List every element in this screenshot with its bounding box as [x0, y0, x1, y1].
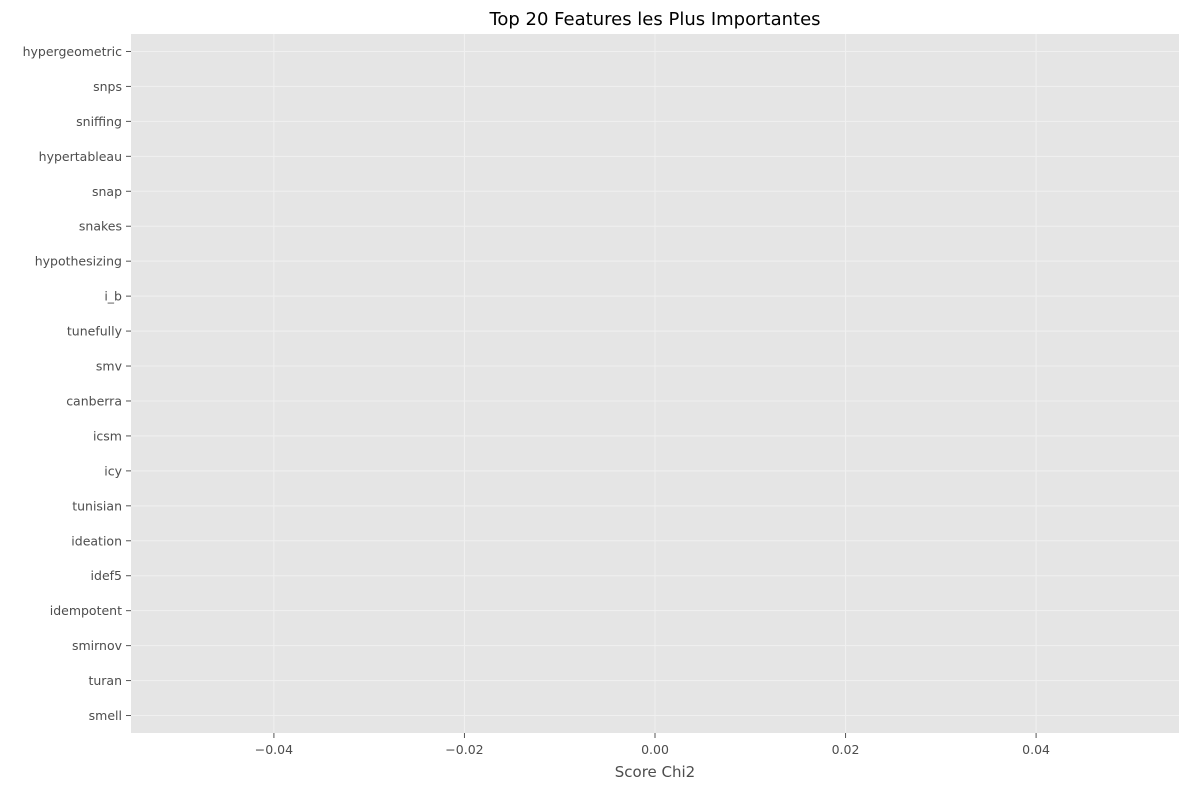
y-tick-label: icy — [104, 463, 122, 478]
y-tick-label: hypertableau — [39, 149, 122, 164]
x-tick-label: 0.04 — [1022, 742, 1050, 757]
x-tick-label: 0.00 — [641, 742, 669, 757]
x-tick-label: −0.02 — [445, 742, 483, 757]
y-axis-ticks: hypergeometric snps sniffing hypertableau sn… — [23, 44, 131, 723]
y-tick-label: icsm — [93, 428, 122, 443]
x-tick-label: 0.02 — [832, 742, 860, 757]
chart-title: Top 20 Features les Plus Importantes — [488, 9, 820, 30]
y-tick-label: turan — [88, 673, 122, 688]
y-tick-label: smell — [89, 708, 122, 723]
x-axis-ticks: −0.04 −0.02 0.00 0.02 0.04 — [255, 733, 1050, 757]
y-tick-label: hypothesizing — [35, 254, 122, 269]
y-tick-label: hypergeometric — [23, 44, 123, 59]
y-tick-label: smirnov — [72, 638, 123, 653]
x-tick-label: −0.04 — [255, 742, 293, 757]
y-tick-label: idempotent — [50, 603, 122, 618]
y-tick-label: canberra — [66, 393, 122, 408]
y-tick-label: ideation — [71, 533, 122, 548]
y-tick-label: i_b — [104, 289, 122, 304]
y-tick-label: tunefully — [67, 324, 123, 339]
grid-lines — [131, 34, 1179, 733]
y-tick-label: sniffing — [76, 114, 122, 129]
x-axis-label: Score Chi2 — [615, 763, 695, 781]
y-tick-label: tunisian — [72, 498, 122, 513]
y-tick-label: snap — [92, 184, 122, 199]
y-tick-label: snps — [93, 79, 122, 94]
y-tick-label: snakes — [79, 219, 122, 234]
y-tick-label: smv — [96, 359, 123, 374]
y-tick-label: idef5 — [91, 568, 122, 583]
